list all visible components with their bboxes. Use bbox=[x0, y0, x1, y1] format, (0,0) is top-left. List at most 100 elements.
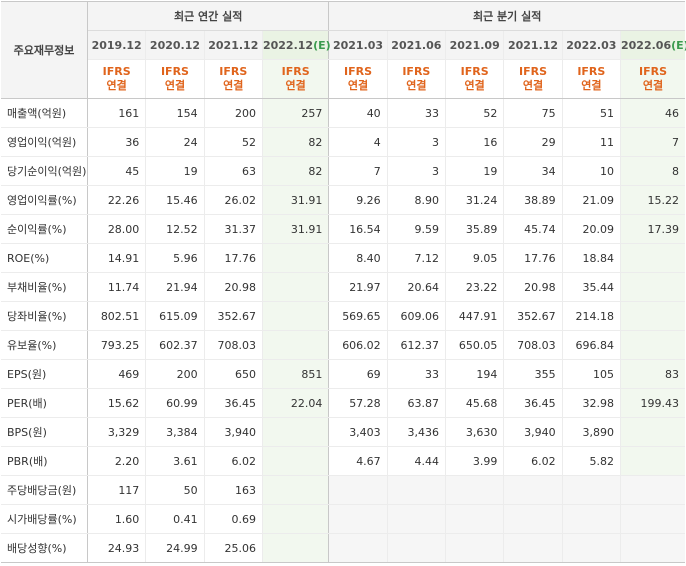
accounting-standard: IFRS 연결 bbox=[620, 59, 685, 99]
standard-label: IFRS bbox=[281, 65, 310, 78]
period-header: 2022.12(E) bbox=[261, 30, 331, 60]
quarterly-value-cell bbox=[561, 504, 621, 534]
consolidation-label: 연결 bbox=[285, 79, 306, 92]
quarterly-value-cell: 16.54 bbox=[328, 214, 388, 244]
annual-value-cell: 15.62 bbox=[86, 388, 146, 418]
quarterly-value-cell bbox=[620, 446, 685, 476]
annual-value-cell: 615.09 bbox=[145, 301, 205, 331]
standard-label: IFRS bbox=[219, 65, 248, 78]
consolidation-label: 연결 bbox=[406, 79, 427, 92]
quarterly-value-cell: 3,630 bbox=[445, 417, 504, 447]
row-label: 배당성향(%) bbox=[1, 533, 88, 563]
annual-value-cell: 31.37 bbox=[203, 214, 263, 244]
annual-value-cell: 154 bbox=[145, 98, 205, 128]
quarterly-value-cell: 18.84 bbox=[561, 243, 621, 273]
quarterly-value-cell bbox=[328, 475, 388, 505]
annual-value-cell: 161 bbox=[86, 98, 146, 128]
period-header: 2021.03 bbox=[328, 30, 388, 60]
standard-label: IFRS bbox=[519, 65, 547, 78]
annual-value-cell bbox=[261, 475, 329, 505]
annual-value-cell: 0.69 bbox=[203, 504, 263, 534]
quarterly-value-cell: 35.89 bbox=[445, 214, 504, 244]
annual-value-cell: 3,940 bbox=[203, 417, 263, 447]
row-label: ROE(%) bbox=[1, 243, 88, 273]
period-header: 2021.06 bbox=[386, 30, 446, 60]
annual-value-cell: 602.37 bbox=[145, 330, 205, 360]
estimate-tag: (E) bbox=[671, 38, 686, 52]
quarterly-value-cell: 4.67 bbox=[328, 446, 388, 476]
annual-value-cell: 352.67 bbox=[203, 301, 263, 331]
annual-value-cell: 708.03 bbox=[203, 330, 263, 360]
period-label: 2021.12 bbox=[507, 38, 559, 52]
annual-value-cell: 52 bbox=[203, 127, 263, 157]
quarterly-value-cell: 20.09 bbox=[561, 214, 621, 244]
annual-value-cell: 851 bbox=[261, 359, 329, 389]
annual-group-header: 최근 연간 실적 bbox=[87, 1, 329, 31]
annual-value-cell: 26.02 bbox=[203, 185, 263, 215]
quarterly-value-cell: 11 bbox=[561, 127, 621, 157]
quarterly-value-cell bbox=[445, 533, 504, 563]
accounting-standard: IFRS 연결 bbox=[328, 59, 388, 99]
quarterly-value-cell: 32.98 bbox=[561, 388, 621, 418]
quarterly-value-cell bbox=[620, 301, 685, 331]
annual-value-cell: 650 bbox=[203, 359, 263, 389]
period-label: 2021.03 bbox=[332, 38, 384, 52]
quarterly-value-cell: 19 bbox=[445, 156, 504, 186]
annual-value-cell: 5.96 bbox=[145, 243, 205, 273]
row-label: 영업이익률(%) bbox=[1, 185, 88, 215]
table-row: 당좌비율(%) 802.51 615.09 352.67 569.65 609.06 447… bbox=[1, 301, 685, 331]
period-header: 2022.03 bbox=[561, 30, 621, 60]
annual-value-cell: 3,329 bbox=[86, 417, 146, 447]
quarterly-value-cell: 45.74 bbox=[503, 214, 563, 244]
standard-label: IFRS bbox=[102, 65, 131, 78]
period-label: 2019.12 bbox=[91, 38, 142, 52]
period-header: 2021.12 bbox=[203, 30, 263, 60]
quarterly-value-cell: 199.43 bbox=[620, 388, 685, 418]
consolidation-label: 연결 bbox=[164, 79, 186, 92]
quarterly-value-cell bbox=[328, 533, 388, 563]
standard-label: IFRS bbox=[402, 65, 431, 78]
quarterly-value-cell: 17.39 bbox=[620, 214, 685, 244]
quarterly-value-cell: 40 bbox=[328, 98, 388, 128]
quarterly-value-cell: 9.26 bbox=[328, 185, 388, 215]
annual-value-cell: 12.52 bbox=[145, 214, 205, 244]
period-label: 2022.06 bbox=[621, 38, 672, 52]
quarterly-value-cell: 214.18 bbox=[561, 301, 621, 331]
period-header: 2021.12 bbox=[503, 30, 563, 60]
row-label: 순이익률(%) bbox=[1, 214, 88, 244]
annual-value-cell: 1.60 bbox=[86, 504, 146, 534]
annual-value-cell: 257 bbox=[261, 98, 329, 128]
header-corner-label: 주요재무정보 bbox=[1, 1, 88, 99]
consolidation-label: 연결 bbox=[106, 79, 127, 92]
quarterly-value-cell: 36.45 bbox=[503, 388, 563, 418]
annual-value-cell: 82 bbox=[261, 127, 329, 157]
quarterly-value-cell bbox=[386, 475, 446, 505]
standard-label: IFRS bbox=[160, 65, 189, 78]
annual-value-cell: 14.91 bbox=[86, 243, 146, 273]
annual-value-cell: 82 bbox=[261, 156, 329, 186]
table-row: ROE(%) 14.91 5.96 17.76 8.40 7.12 9.05 17.76 18.… bbox=[1, 243, 685, 273]
row-label: EPS(원) bbox=[1, 359, 88, 389]
quarterly-value-cell: 355 bbox=[503, 359, 563, 389]
period-header: 2019.12 bbox=[86, 30, 146, 60]
table-row: PBR(배) 2.20 3.61 6.02 4.67 4.44 3.99 6.02 5.82 bbox=[1, 446, 685, 476]
quarterly-value-cell: 21.97 bbox=[328, 272, 388, 302]
annual-value-cell: 2.20 bbox=[86, 446, 146, 476]
annual-value-cell bbox=[261, 446, 329, 476]
row-label: BPS(원) bbox=[1, 417, 88, 447]
quarterly-value-cell: 29 bbox=[503, 127, 563, 157]
accounting-standard: IFRS 연결 bbox=[386, 59, 446, 99]
quarterly-value-cell bbox=[386, 504, 446, 534]
annual-value-cell: 200 bbox=[203, 98, 263, 128]
quarterly-value-cell: 650.05 bbox=[445, 330, 504, 360]
annual-value-cell: 17.76 bbox=[203, 243, 263, 273]
table-row: 배당성향(%) 24.93 24.99 25.06 bbox=[1, 533, 685, 563]
annual-value-cell: 19 bbox=[145, 156, 205, 186]
quarterly-value-cell: 75 bbox=[503, 98, 563, 128]
annual-value-cell bbox=[261, 301, 329, 331]
table-row: BPS(원) 3,329 3,384 3,940 3,403 3,436 3,630 3,94… bbox=[1, 417, 685, 447]
quarterly-value-cell: 612.37 bbox=[386, 330, 446, 360]
annual-value-cell: 0.41 bbox=[145, 504, 205, 534]
quarterly-value-cell bbox=[445, 504, 504, 534]
